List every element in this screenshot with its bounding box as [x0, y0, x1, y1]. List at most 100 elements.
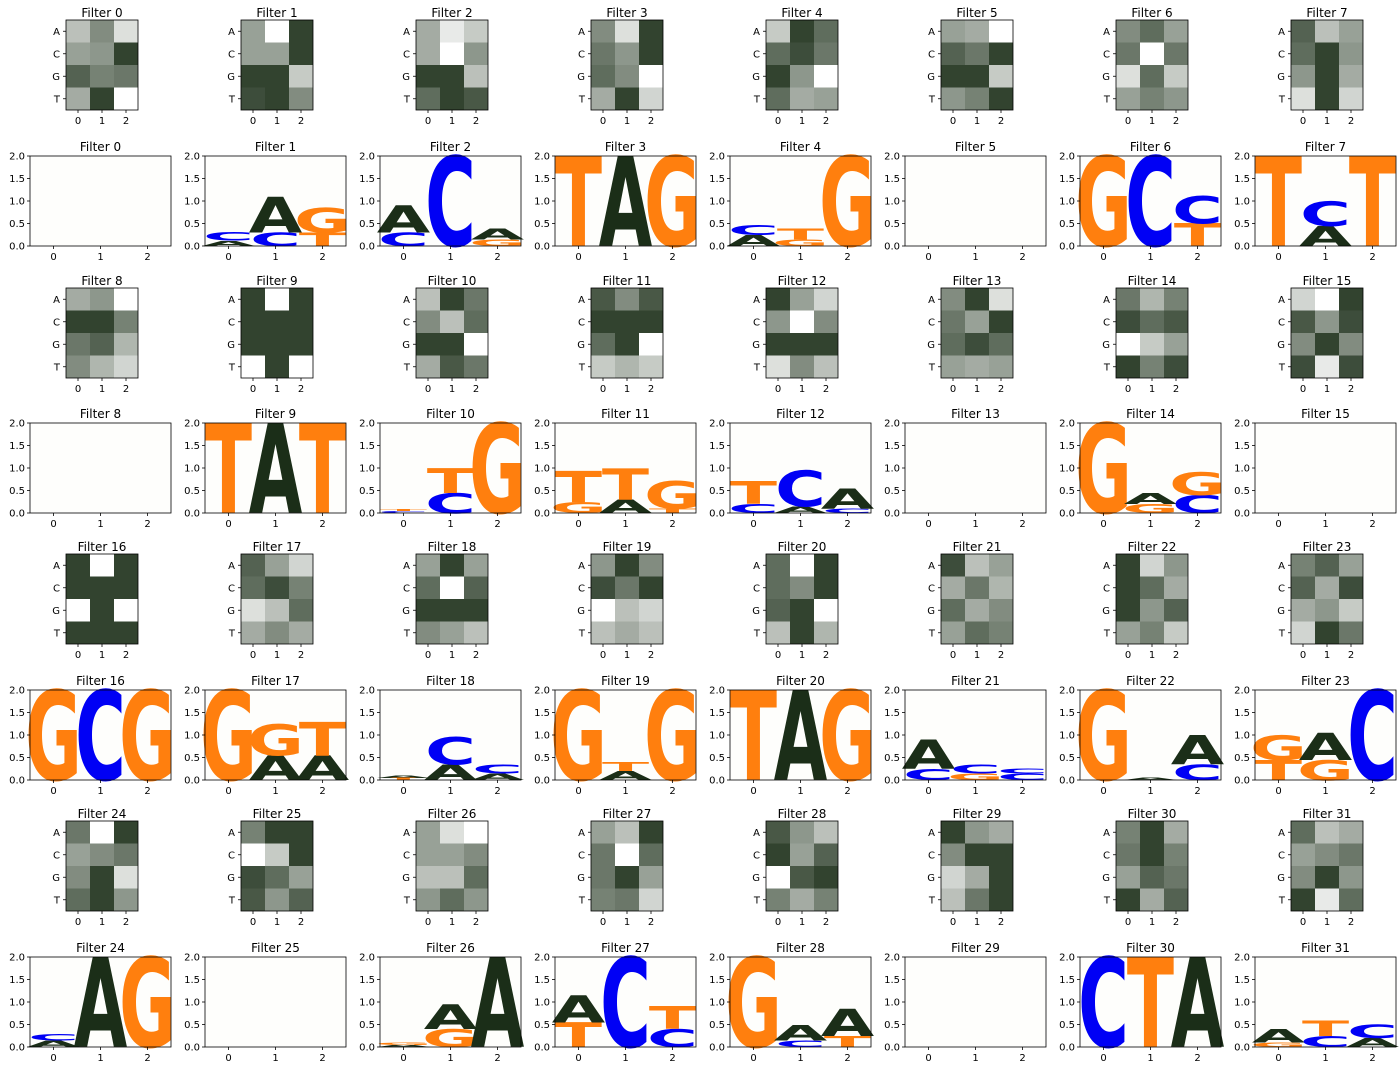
heatmap-cell	[591, 65, 615, 88]
heatmap-ytick-label: C	[928, 583, 935, 594]
heatmap-xtick-label: 0	[1300, 384, 1306, 395]
heatmap-cell	[1140, 310, 1164, 333]
heatmap-cell	[1164, 65, 1188, 88]
logo-title: Filter 13	[951, 407, 1000, 421]
logo-ytick-label: 1.5	[1059, 975, 1075, 986]
heatmap-xtick-label: 0	[1300, 650, 1306, 661]
logo-background	[730, 423, 871, 513]
logo-ytick-label: 1.5	[1234, 975, 1250, 986]
heatmap-cell	[289, 866, 313, 889]
heatmap-ytick-label: A	[228, 27, 235, 38]
heatmap-xtick-label: 0	[425, 917, 431, 928]
logo-ytick-label: 1.5	[9, 174, 25, 185]
logo-letter-T: T	[730, 475, 778, 511]
logo-letter-C: C	[425, 731, 476, 774]
heatmap-cell	[90, 866, 114, 889]
heatmap-cell	[1339, 42, 1363, 65]
heatmap-cells	[1291, 20, 1363, 110]
heatmap-cells	[241, 821, 313, 911]
heatmap-panel-8: Filter 8 AC GT 0 1 2	[52, 274, 139, 395]
logo-xtick-label: 0	[400, 786, 406, 797]
heatmap-ytick-label: C	[1103, 850, 1110, 861]
heatmap-ytick-label: T	[928, 628, 936, 639]
logo-letter-T: T	[555, 462, 602, 512]
logo-letter-C: C	[903, 766, 954, 784]
heatmap-xtick-label: 1	[1324, 384, 1330, 395]
logo-xtick-label: 2	[144, 252, 150, 263]
heatmap-cell	[265, 576, 289, 599]
logo-ytick-label: 2.0	[9, 152, 25, 163]
heatmap-ytick-label: C	[578, 49, 585, 60]
heatmap-ytick-label: T	[578, 895, 586, 906]
heatmap-cell	[814, 554, 838, 577]
heatmap-xtick-label: 2	[1348, 917, 1354, 928]
heatmap-cell	[464, 621, 488, 644]
heatmap-ytick-label: G	[227, 873, 235, 884]
logo-background	[30, 690, 171, 780]
heatmap-cells	[241, 288, 313, 378]
logo-ytick-label: 2.0	[1234, 953, 1250, 964]
heatmap-ytick-label: T	[1103, 362, 1111, 373]
heatmap-cell	[90, 821, 114, 844]
heatmap-cell	[591, 888, 615, 911]
logo-panel-0: Filter 0 0.0 0.5 1.0 1.5 2.0 0 1 2	[9, 140, 172, 263]
heatmap-cell	[591, 20, 615, 43]
heatmap-xtick-label: 1	[449, 917, 455, 928]
heatmap-cell	[790, 821, 814, 844]
logo-ytick-label: 2.0	[884, 419, 900, 430]
heatmap-cell	[1116, 42, 1140, 65]
heatmap-cells	[766, 821, 838, 911]
logo-ytick-label: 0.5	[1234, 486, 1250, 497]
heatmap-cell	[1315, 42, 1339, 65]
heatmap-cell	[1315, 843, 1339, 866]
logo-background	[30, 423, 171, 513]
logo-xtick-label: 2	[319, 519, 325, 530]
logo-ytick-label: 1.5	[184, 441, 200, 452]
heatmap-cell	[1315, 866, 1339, 889]
logo-letter-G: G	[1169, 466, 1226, 502]
heatmap-ytick-label: C	[1103, 49, 1110, 60]
logo-background	[555, 690, 696, 780]
heatmap-cell	[114, 288, 138, 311]
heatmap-xtick-label: 1	[974, 917, 980, 928]
heatmap-ytick-label: T	[578, 628, 586, 639]
logo-letter-G: G	[1075, 131, 1132, 275]
heatmap-title: Filter 14	[1128, 274, 1177, 288]
heatmap-cell	[615, 20, 639, 43]
heatmap-cell	[1164, 333, 1188, 356]
heatmap-cell	[440, 288, 464, 311]
heatmap-cell	[1140, 87, 1164, 110]
heatmap-xtick-label: 2	[1348, 116, 1354, 127]
heatmap-ytick-label: T	[403, 895, 411, 906]
heatmap-cell	[241, 599, 265, 622]
heatmap-cell	[639, 599, 663, 622]
heatmap-ytick-label: G	[402, 606, 410, 617]
heatmap-cell	[1140, 866, 1164, 889]
heatmap-cell	[814, 20, 838, 43]
heatmap-cell	[639, 20, 663, 43]
heatmap-cell	[1116, 621, 1140, 644]
logo-xtick-label: 1	[272, 252, 278, 263]
logo-xtick-label: 1	[1322, 786, 1328, 797]
heatmap-cell	[790, 65, 814, 88]
heatmap-cell	[615, 821, 639, 844]
logo-xtick-label: 0	[750, 1053, 756, 1064]
heatmap-cell	[1339, 599, 1363, 622]
heatmap-cell	[416, 87, 440, 110]
heatmap-cell	[1116, 599, 1140, 622]
logo-letter-C: C	[728, 502, 779, 516]
heatmap-cell	[591, 599, 615, 622]
heatmap-cell	[1291, 355, 1315, 378]
heatmap-ytick-label: C	[578, 583, 585, 594]
logo-xtick-label: 1	[972, 519, 978, 530]
logo-ytick-label: 0.0	[359, 1043, 375, 1054]
logo-ytick-label: 1.0	[1234, 731, 1250, 742]
heatmap-ytick-label: A	[53, 561, 60, 572]
logo-letter-T: T	[1255, 131, 1302, 275]
heatmap-panel-25: Filter 25 AC GT 0 1 2	[227, 807, 314, 928]
heatmap-cell	[1315, 554, 1339, 577]
